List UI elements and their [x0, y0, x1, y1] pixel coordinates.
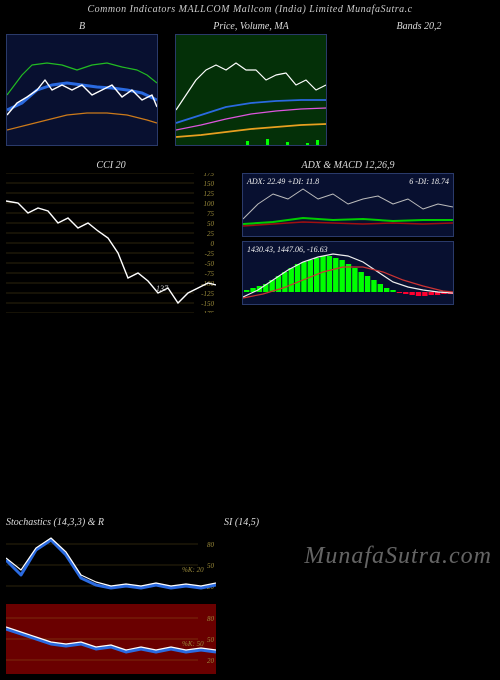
- chart-bands-empty: [344, 34, 494, 144]
- chart-cci-wrap: CCI 20 1751501251007550250-25-50-75-100-…: [6, 160, 216, 313]
- svg-text:ADX: 22.49 +DI: 11.8: ADX: 22.49 +DI: 11.8: [246, 177, 319, 186]
- svg-text:125: 125: [204, 190, 215, 198]
- svg-text:50: 50: [207, 562, 215, 570]
- svg-text:50: 50: [207, 220, 215, 228]
- svg-text:%K: 20: %K: 20: [182, 566, 204, 574]
- svg-text:137: 137: [156, 284, 169, 293]
- svg-text:-75: -75: [205, 270, 215, 278]
- svg-text:-125: -125: [201, 290, 214, 298]
- chart-b-wrap: B: [6, 21, 158, 146]
- svg-text:75: 75: [207, 210, 215, 218]
- chart-bands-title: Bands 20,2: [397, 21, 442, 32]
- svg-text:0: 0: [211, 240, 215, 248]
- chart-price-title: Price, Volume, MA: [213, 21, 289, 32]
- chart-price-wrap: Price, Volume, MA: [175, 21, 327, 146]
- chart-adx: ADX: 22.49 +DI: 11.8 6 -DI: 18.74: [242, 173, 454, 237]
- chart-cci: 1751501251007550250-25-50-75-100-125-150…: [6, 173, 216, 313]
- chart-macd: 1430.43, 1447.06, -16.63: [242, 241, 454, 305]
- svg-text:20: 20: [207, 657, 215, 665]
- svg-text:25: 25: [207, 230, 215, 238]
- svg-text:50: 50: [207, 636, 215, 644]
- svg-text:-150: -150: [201, 300, 214, 308]
- chart-b-title: B: [79, 21, 85, 32]
- row-2: CCI 20 1751501251007550250-25-50-75-100-…: [0, 160, 500, 313]
- svg-text:175: 175: [204, 173, 215, 178]
- chart-stochastics: 805020%K: 20: [6, 530, 216, 600]
- svg-text:-175: -175: [201, 310, 214, 313]
- svg-text:%K: 50: %K: 50: [182, 640, 204, 648]
- chart-stoch-title: Stochastics (14,3,3) & R: [6, 517, 104, 528]
- svg-text:150: 150: [204, 180, 215, 188]
- chart-adx-title: ADX & MACD 12,26,9: [301, 160, 394, 171]
- row-1: B Price, Volume, MA Bands 20,2: [0, 21, 500, 146]
- watermark: MunafaSutra.com: [304, 543, 492, 570]
- chart-cci-title: CCI 20: [96, 160, 125, 171]
- svg-text:80: 80: [207, 615, 215, 623]
- svg-text:80: 80: [207, 541, 215, 549]
- page-header: Common Indicators MALLCOM Mallcom (India…: [0, 0, 500, 19]
- chart-adx-macd-wrap: ADX & MACD 12,26,9 ADX: 22.49 +DI: 11.8 6…: [242, 160, 454, 313]
- svg-text:-25: -25: [205, 250, 215, 258]
- svg-text:1430.43, 1447.06, -16.63: 1430.43, 1447.06, -16.63: [247, 245, 328, 254]
- chart-si-title: SI (14,5): [224, 517, 259, 528]
- svg-text:-50: -50: [205, 260, 215, 268]
- svg-text:6 -DI: 18.74: 6 -DI: 18.74: [409, 177, 449, 186]
- svg-text:100: 100: [204, 200, 215, 208]
- chart-si: 80 50 20 %K: 50: [6, 604, 216, 674]
- chart-price: [175, 34, 327, 146]
- chart-b: [6, 34, 158, 146]
- chart-bands-wrap: Bands 20,2: [344, 21, 494, 146]
- row-3: Stochastics (14,3,3) & R SI (14,5) 80 50 2…: [6, 517, 259, 674]
